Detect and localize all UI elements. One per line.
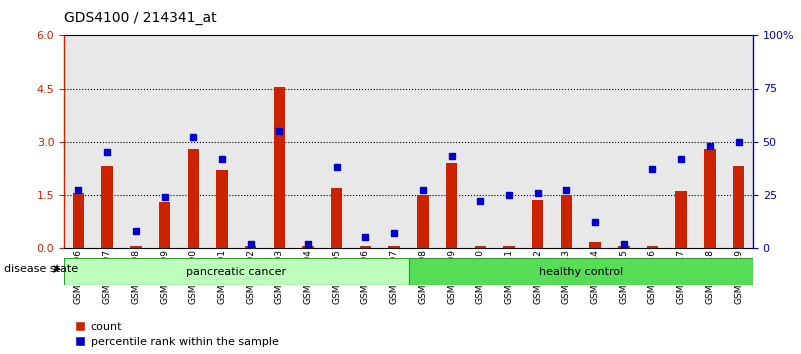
Bar xyxy=(646,246,658,248)
Bar xyxy=(274,87,285,248)
Text: healthy control: healthy control xyxy=(538,267,623,277)
Text: GDS4100 / 214341_at: GDS4100 / 214341_at xyxy=(64,11,217,25)
Bar xyxy=(216,170,227,248)
Bar xyxy=(733,166,744,248)
Bar xyxy=(130,246,142,248)
Bar xyxy=(446,163,457,248)
Bar xyxy=(73,193,84,248)
Bar xyxy=(360,246,371,248)
Bar xyxy=(704,149,715,248)
Bar xyxy=(561,195,572,248)
Bar xyxy=(245,246,256,248)
Bar xyxy=(618,246,630,248)
Bar xyxy=(388,246,400,248)
Bar xyxy=(331,188,343,248)
Text: disease state: disease state xyxy=(4,264,78,274)
Bar xyxy=(102,166,113,248)
Bar xyxy=(64,258,409,285)
Bar xyxy=(590,242,601,248)
Legend: count, percentile rank within the sample: count, percentile rank within the sample xyxy=(70,317,283,352)
Bar xyxy=(187,149,199,248)
Bar xyxy=(417,195,429,248)
Text: pancreatic cancer: pancreatic cancer xyxy=(186,267,286,277)
Bar xyxy=(302,246,314,248)
Bar xyxy=(503,246,515,248)
Bar xyxy=(532,200,543,248)
Bar xyxy=(474,246,486,248)
Bar xyxy=(159,202,171,248)
Bar xyxy=(675,191,687,248)
Bar xyxy=(409,258,753,285)
